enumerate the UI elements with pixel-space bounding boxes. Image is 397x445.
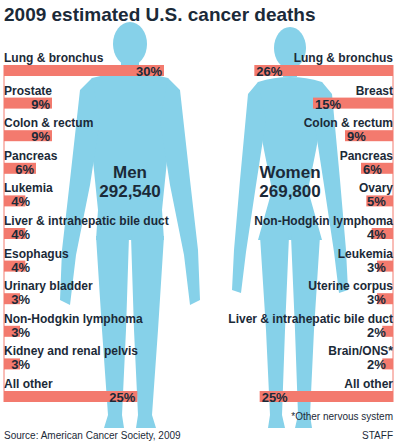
data-label: 4% — [367, 227, 386, 242]
data-label: 15% — [315, 97, 341, 112]
data-label: 3% — [367, 292, 386, 307]
category-label: All other — [4, 377, 53, 391]
chart-women: Lung & bronchus Breast Colon & rectum Pancr… — [228, 51, 393, 405]
chart-total: 269,800 — [259, 182, 320, 201]
labels: Lung & bronchus Prostate Colon & rectum Pan… — [4, 51, 169, 405]
data-label: 9% — [31, 97, 50, 112]
man-head — [113, 22, 147, 66]
category-label: Uterine corpus — [308, 279, 393, 293]
chart-men: Lung & bronchus Prostate Colon & rectum Pan… — [4, 51, 169, 405]
category-label: Liver & intrahepatic bile duct — [4, 214, 169, 228]
data-label: 5% — [367, 194, 386, 209]
category-label: Urinary bladder — [4, 279, 93, 293]
bars — [254, 65, 393, 402]
bars — [4, 65, 164, 402]
data-label: 25% — [262, 390, 288, 405]
category-label: Breast — [356, 84, 393, 98]
data-label: 2% — [367, 357, 386, 372]
credit: STAFF — [362, 430, 393, 441]
category-label: Brain/ONS* — [328, 344, 393, 358]
title: 2009 estimated U.S. cancer deaths — [4, 4, 316, 25]
category-label: Lung & bronchus — [294, 51, 394, 65]
category-label: Ovary — [359, 181, 393, 195]
category-label: Non-Hodgkin lymphoma — [4, 312, 143, 326]
category-label: Prostate — [4, 84, 52, 98]
data-label: 3% — [367, 260, 386, 275]
chart-total: 292,540 — [99, 182, 160, 201]
data-label: 4% — [11, 227, 30, 242]
category-label: Leukemia — [338, 247, 394, 261]
man-arm-right — [160, 78, 200, 305]
infographic: 2009 estimated U.S. cancer deaths Lung & … — [0, 0, 397, 445]
data-label: 4% — [11, 260, 30, 275]
data-label: 26% — [256, 64, 282, 79]
category-label: Colon & rectum — [304, 116, 393, 130]
data-label: 2% — [367, 325, 386, 340]
category-label: Lukemia — [4, 181, 53, 195]
category-label: Pancreas — [340, 149, 394, 163]
data-label: 30% — [136, 64, 162, 79]
category-label: All other — [344, 377, 393, 391]
category-label: Lung & bronchus — [4, 51, 104, 65]
chart-title: Women — [259, 163, 320, 182]
data-label: 25% — [109, 390, 135, 405]
data-label: 6% — [15, 162, 34, 177]
man-arm-left — [60, 78, 100, 305]
category-label: Liver & intrahepatic bile duct — [228, 312, 393, 326]
woman-leg-left — [260, 236, 289, 428]
data-label: 9% — [347, 129, 366, 144]
category-label: Esophagus — [4, 247, 69, 261]
data-label: 9% — [31, 129, 50, 144]
category-label: Non-Hodgkin lymphoma — [254, 214, 393, 228]
data-label: 6% — [363, 162, 382, 177]
data-label: 3% — [11, 325, 30, 340]
data-label: 3% — [11, 357, 30, 372]
chart-title: Men — [113, 163, 147, 182]
data-label: 3% — [11, 292, 30, 307]
category-label: Colon & rectum — [4, 116, 93, 130]
labels: Lung & bronchus Breast Colon & rectum Pancr… — [228, 51, 393, 405]
source: Source: American Cancer Society, 2009 — [4, 430, 181, 441]
data-label: 4% — [11, 194, 30, 209]
category-label: Pancreas — [4, 149, 58, 163]
footnote: *Other nervous system — [291, 411, 393, 422]
category-label: Kidney and renal pelvis — [4, 344, 138, 358]
